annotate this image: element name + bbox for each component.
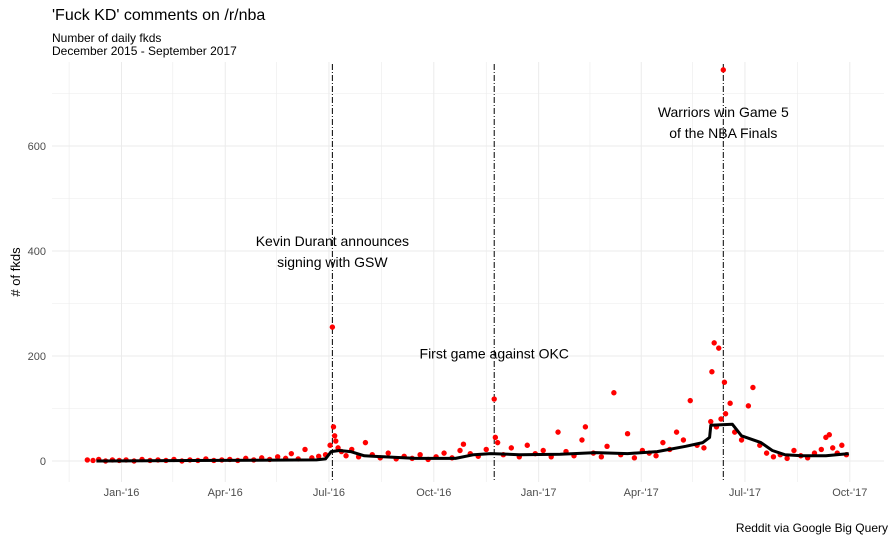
annotation-lines: [331, 64, 724, 482]
data-point: [727, 400, 733, 406]
data-point: [830, 445, 836, 451]
data-point: [331, 433, 338, 439]
data-point: [90, 457, 96, 464]
data-point: [791, 447, 797, 454]
data-point: [343, 453, 349, 459]
data-point: [770, 454, 777, 460]
y-tick-label: 0: [40, 456, 46, 468]
x-tick-label: Oct-'17: [832, 487, 867, 499]
data-point: [673, 429, 680, 435]
data-point: [687, 397, 693, 404]
data-point: [604, 443, 610, 449]
data-point: [417, 452, 423, 458]
data-point: [718, 416, 724, 422]
x-tick-label: Jan-'16: [104, 487, 140, 499]
data-point: [540, 447, 546, 454]
x-tick-label: Jul-'17: [729, 487, 761, 499]
data-point: [385, 450, 391, 456]
data-point: [763, 450, 770, 456]
x-axis-ticks: Jan-'16 Apr-'16 Jul-'16 Oct-'16 Jan-'17 Apr-'…: [104, 487, 868, 499]
annotation-text: Kevin Durant announces: [256, 233, 409, 249]
annotation-text: signing with GSW: [277, 254, 388, 270]
data-point: [598, 454, 605, 460]
data-point: [784, 455, 790, 462]
y-tick-label: 200: [28, 351, 46, 363]
annotation-text: First game against OKC: [420, 346, 569, 362]
data-point: [611, 390, 617, 396]
data-point: [288, 450, 295, 457]
data-point: [701, 445, 707, 451]
data-point: [826, 432, 832, 438]
data-point: [721, 379, 728, 385]
data-point: [745, 403, 752, 409]
data-point: [624, 431, 631, 437]
data-point: [524, 442, 530, 448]
data-point: [330, 424, 337, 430]
data-point: [839, 442, 845, 448]
data-point: [362, 439, 369, 446]
data-point: [508, 445, 515, 451]
chart-title: 'Fuck KD' comments on /r/nba: [52, 7, 266, 24]
data-point: [460, 441, 467, 447]
data-point: [631, 455, 638, 461]
y-axis-ticks: 0 200 400 600: [28, 141, 46, 468]
data-point: [720, 67, 726, 73]
data-point: [274, 454, 281, 460]
data-point: [494, 439, 501, 446]
x-tick-label: Apr-'17: [624, 487, 659, 499]
annotation-text: Warriors win Game 5: [658, 104, 789, 120]
data-point: [491, 396, 497, 402]
chart-subtitle-line-1: Number of daily fkds: [52, 31, 162, 45]
data-point: [582, 424, 589, 430]
data-point: [750, 384, 756, 391]
annotation-labels: Kevin Durant announces signing with GSW Fi…: [256, 104, 789, 362]
data-point: [492, 434, 499, 441]
y-tick-label: 600: [28, 141, 46, 153]
data-point: [579, 437, 585, 443]
data-point: [329, 324, 336, 330]
x-tick-label: Jul-'16: [313, 487, 345, 499]
data-point: [716, 345, 722, 351]
chart-caption: Reddit via Google Big Query: [735, 521, 888, 535]
data-point: [660, 439, 666, 446]
y-tick-label: 400: [28, 246, 46, 258]
data-point: [457, 447, 463, 454]
data-point: [84, 457, 91, 463]
chart-subtitle-line-2: December 2015 - September 2017: [52, 44, 237, 58]
x-tick-label: Jan-'17: [521, 487, 557, 499]
data-point: [555, 429, 561, 435]
annotation-text: of the NBA Finals: [669, 125, 777, 141]
data-point: [711, 340, 717, 346]
data-point: [441, 450, 447, 456]
data-point: [327, 442, 333, 448]
data-point: [818, 446, 825, 453]
data-point: [680, 437, 687, 443]
data-point: [483, 446, 489, 453]
x-tick-label: Oct-'16: [416, 487, 451, 499]
trend-line-group: [96, 422, 849, 463]
trend-line: [96, 422, 849, 463]
data-point: [315, 453, 322, 459]
x-tick-label: Apr-'16: [208, 487, 243, 499]
data-point: [738, 437, 745, 443]
data-point: [722, 411, 729, 417]
data-point: [302, 446, 308, 453]
y-axis-label: # of fkds: [8, 247, 23, 297]
data-point: [653, 453, 659, 459]
data-point: [333, 438, 339, 444]
data-point: [708, 418, 714, 425]
data-point: [709, 369, 715, 375]
